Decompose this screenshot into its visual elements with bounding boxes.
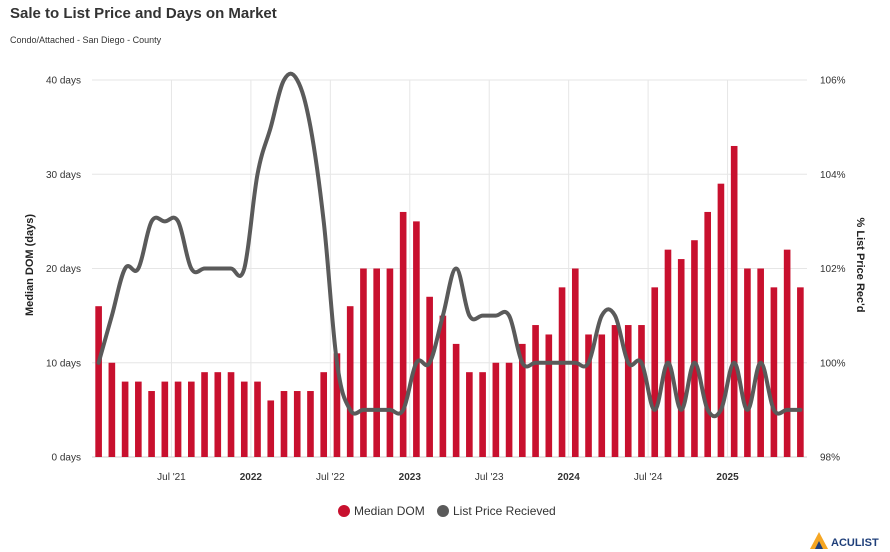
left-tick-label: 30 days — [46, 170, 81, 181]
bar-2023-07 — [492, 362, 500, 457]
aculist-logo-text: ACULIST — [831, 537, 879, 549]
bar-2023-01 — [413, 221, 420, 457]
aculist-logo: ACULIST — [810, 532, 879, 549]
bar-2022-12 — [399, 211, 407, 457]
bar-2021-09 — [201, 372, 208, 457]
bar-2023-04 — [452, 343, 460, 457]
left-tick-label: 20 days — [46, 264, 81, 275]
bar-2021-01 — [95, 306, 102, 457]
right-axis-title: % List Price Rec'd — [854, 218, 866, 313]
bar-2023-11 — [545, 334, 553, 457]
bar-2025-06 — [797, 287, 804, 457]
bar-2024-06 — [638, 325, 645, 457]
bar-2024-10 — [691, 240, 698, 457]
legend-label-median-dom: Median DOM — [354, 504, 425, 518]
right-tick-label: 106% — [820, 76, 846, 87]
bar-2022-03 — [280, 391, 288, 457]
bar-2024-05 — [624, 325, 632, 457]
x-tick-label: Jul '24 — [634, 472, 663, 483]
bar-2021-08 — [187, 381, 195, 457]
bar-2023-03 — [439, 315, 447, 457]
bar-2022-09 — [360, 268, 367, 457]
bar-2021-02 — [108, 362, 116, 457]
bar-2022-04 — [293, 391, 301, 457]
bar-2021-05 — [148, 391, 155, 457]
x-tick-label: 2022 — [240, 472, 263, 483]
list-price-line — [96, 71, 803, 419]
bar-2022-06 — [320, 372, 328, 457]
bar-2023-09 — [519, 343, 526, 457]
bar-2021-11 — [227, 372, 235, 457]
right-tick-label: 100% — [820, 358, 846, 369]
x-axis-ticks: Jul '21 2022 Jul '22 2023 Jul '23 2024 Jul '24… — [157, 472, 739, 483]
bar-2021-10 — [214, 372, 222, 457]
bar-2025-01 — [730, 145, 738, 457]
bar-2023-05 — [466, 372, 473, 457]
aculist-logo-icon — [810, 532, 828, 549]
bar-2024-02 — [585, 334, 592, 457]
bar-2022-01 — [254, 381, 261, 457]
list-price-line-path — [96, 71, 803, 419]
bar-2022-11 — [386, 268, 394, 457]
left-axis-title: Median DOM (days) — [24, 214, 36, 316]
bar-2023-08 — [505, 362, 513, 457]
legend-marker-list-price — [437, 505, 449, 517]
left-axis-ticks: 0 days 10 days 20 days 30 days 40 days — [46, 76, 81, 464]
x-tick-label: 2025 — [716, 472, 739, 483]
bar-2021-04 — [135, 381, 142, 457]
bar-2023-12 — [558, 287, 566, 457]
bar-2025-02 — [744, 268, 751, 457]
bar-2024-12 — [717, 183, 725, 458]
bar-2021-03 — [121, 381, 129, 457]
bar-2025-05 — [783, 249, 791, 457]
bar-2024-11 — [704, 211, 712, 457]
bar-2023-06 — [479, 372, 486, 457]
right-axis-ticks: 98% 100% 102% 104% 106% — [820, 76, 846, 464]
chart-subtitle: Condo/Attached - San Diego - County — [10, 35, 162, 45]
bar-2021-06 — [161, 381, 169, 457]
x-tick-label: Jul '21 — [157, 472, 186, 483]
x-tick-label: Jul '22 — [316, 472, 345, 483]
bar-2022-08 — [346, 306, 354, 457]
bar-2024-03 — [598, 334, 606, 457]
bar-2021-07 — [174, 381, 182, 457]
legend-marker-median-dom — [338, 505, 350, 517]
bar-2024-07 — [651, 287, 659, 457]
bar-2023-02 — [426, 296, 433, 457]
legend: Median DOM List Price Recieved — [338, 504, 556, 518]
right-tick-label: 104% — [820, 170, 846, 181]
bar-2025-04 — [770, 287, 778, 457]
aculist-logo-icon-inner — [815, 541, 823, 549]
x-tick-label: Jul '23 — [475, 472, 504, 483]
gridlines — [92, 79, 807, 458]
legend-label-list-price: List Price Recieved — [453, 504, 556, 518]
left-tick-label: 0 days — [52, 453, 81, 464]
right-tick-label: 102% — [820, 264, 846, 275]
chart-title: Sale to List Price and Days on Market — [10, 5, 277, 22]
left-tick-label: 10 days — [46, 358, 81, 369]
bar-2022-10 — [373, 268, 380, 457]
bar-2024-09 — [677, 259, 685, 457]
bar-2024-08 — [664, 249, 672, 457]
bar-2022-07 — [333, 353, 341, 457]
dom-bars — [95, 145, 804, 458]
bar-2024-04 — [611, 325, 619, 457]
bar-2022-02 — [267, 400, 275, 457]
bar-2023-10 — [532, 325, 539, 457]
bar-2022-05 — [307, 391, 314, 457]
left-tick-label: 40 days — [46, 76, 81, 87]
right-tick-label: 98% — [820, 453, 840, 464]
x-tick-label: 2023 — [399, 472, 422, 483]
bar-2021-12 — [240, 381, 248, 457]
x-tick-label: 2024 — [558, 472, 581, 483]
